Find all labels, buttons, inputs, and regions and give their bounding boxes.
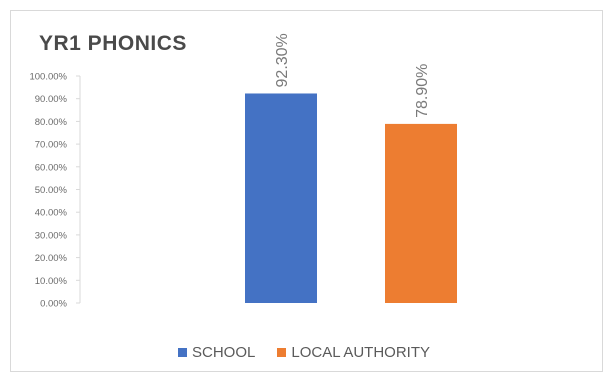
- chart-title: YR1 PHONICS: [39, 32, 187, 55]
- y-tick-label: 0.00%: [40, 299, 67, 310]
- bar-school: [245, 93, 317, 303]
- y-tick-label: 70.00%: [35, 140, 68, 151]
- legend-swatch: [277, 348, 287, 357]
- legend-label: SCHOOL: [192, 344, 256, 361]
- y-tick-label: 80.00%: [35, 117, 68, 128]
- y-tick-label: 100.00%: [29, 72, 67, 83]
- legend-item-local-authority: LOCAL AUTHORITY: [277, 344, 430, 361]
- y-tick-label: 60.00%: [35, 162, 68, 173]
- bars: [245, 93, 457, 303]
- data-label-school: 92.30%: [274, 33, 291, 87]
- y-axis: 0.00% 10.00% 20.00% 30.00% 40.00% 50.00% 60.00…: [29, 72, 81, 310]
- legend: SCHOOL LOCAL AUTHORITY: [0, 344, 608, 361]
- legend-item-school: SCHOOL: [178, 344, 255, 361]
- y-tick-label: 40.00%: [35, 208, 68, 219]
- y-tick-label: 90.00%: [35, 94, 68, 105]
- legend-label: LOCAL AUTHORITY: [291, 344, 430, 361]
- y-tick-label: 30.00%: [35, 230, 68, 241]
- legend-swatch: [178, 348, 187, 357]
- data-labels: 92.30% 78.90%: [274, 33, 431, 118]
- data-label-local-authority: 78.90%: [414, 64, 431, 118]
- y-tick-label: 50.00%: [35, 185, 68, 196]
- y-tick-label: 10.00%: [35, 276, 68, 287]
- y-tick-label: 20.00%: [35, 253, 68, 264]
- bar-local-authority: [385, 123, 457, 303]
